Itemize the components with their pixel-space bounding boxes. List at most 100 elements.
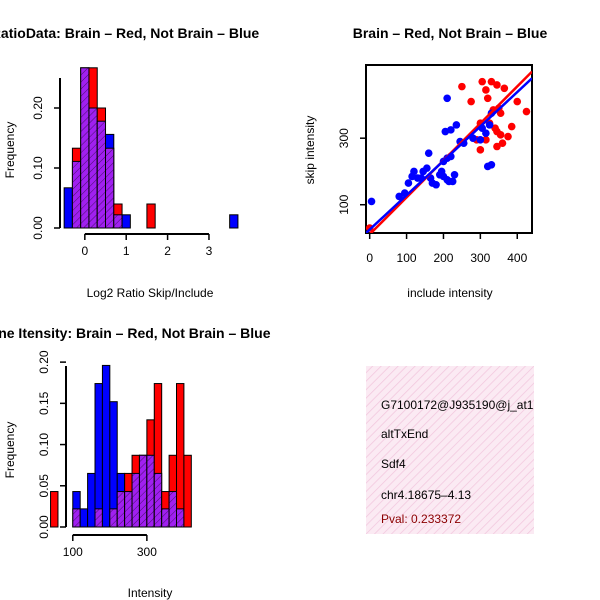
- not-brain-point: [487, 161, 496, 169]
- hist-overlap-hatch: [176, 508, 184, 527]
- brain-point: [487, 77, 496, 86]
- gene-intensity-x-axis: 100 300: [63, 534, 157, 559]
- not-brain-point: [424, 149, 433, 157]
- hist-overlap-hatch: [88, 108, 98, 228]
- brain-point: [496, 109, 505, 118]
- brain-point: [483, 94, 492, 103]
- hist-bar: [101, 364, 111, 528]
- not-brain-point: [423, 164, 431, 172]
- hist-overlap-hatch: [154, 473, 162, 527]
- brain-point: [458, 82, 466, 91]
- hist-overlap-hatch: [161, 508, 170, 527]
- hist-overlap-hatch: [80, 67, 89, 228]
- x-tick-label: 3: [206, 244, 213, 258]
- brain-point: [500, 84, 509, 93]
- not-brain-point: [482, 129, 490, 137]
- x-tick-label: 100: [397, 251, 417, 265]
- gene-intensity-title: Gene Itensity: Brain – Red, Not Brain – …: [0, 325, 271, 341]
- scatter-title: Brain – Red, Not Brain – Blue: [353, 25, 548, 41]
- ratio-x-label: Log2 Ratio Skip/Include: [87, 286, 214, 300]
- hist-overlap-hatch: [105, 148, 114, 228]
- hist-overlap-hatch: [109, 508, 118, 527]
- blue-fit-line: [366, 77, 532, 233]
- hist-bar: [109, 401, 118, 528]
- y-tick-label: 0.00: [37, 515, 51, 539]
- x-tick-label: 1: [123, 244, 130, 258]
- hist-bar: [121, 214, 131, 229]
- brain-point: [496, 131, 505, 139]
- brain-point: [522, 107, 531, 116]
- y-tick-label: 100: [337, 194, 351, 214]
- brain-point: [504, 132, 512, 141]
- not-brain-point: [452, 121, 461, 129]
- hist-overlap-hatch: [139, 455, 147, 527]
- hist-overlap-hatch: [113, 214, 123, 228]
- hist-bar: [176, 383, 185, 528]
- brain-point: [478, 77, 487, 86]
- brain-point: [482, 86, 490, 94]
- not-brain-point: [443, 94, 451, 103]
- brain-point: [513, 97, 522, 106]
- x-tick-label: 0: [81, 244, 88, 258]
- info-background: [366, 366, 534, 534]
- not-brain-point: [450, 170, 459, 179]
- not-brain-point: [404, 179, 413, 187]
- intensity-scatter: Brain – Red, Not Brain – Blue 0 100 200 300…: [303, 25, 547, 300]
- x-tick-label: 300: [137, 545, 157, 559]
- brain-point: [476, 146, 485, 154]
- y-tick-label: 0.10: [31, 156, 45, 180]
- gene-intensity-histogram: Gene Itensity: Brain – Red, Not Brain – …: [0, 325, 271, 600]
- gene-intensity-y-ticks: 0.00 0.05 0.10 0.15 0.20: [37, 350, 66, 539]
- hist-bar: [50, 491, 59, 528]
- y-tick-label: 0.10: [37, 433, 51, 457]
- info-gene-name: Sdf4: [381, 457, 406, 471]
- ratio-histogram: RatioData: Brain – Red, Not Brain – Blue…: [0, 25, 259, 300]
- brain-point: [467, 97, 475, 106]
- y-tick-label: 0.15: [37, 391, 51, 415]
- ratio-histogram-title: RatioData: Brain – Red, Not Brain – Blue: [0, 25, 259, 41]
- info-event-type: altTxEnd: [381, 427, 428, 441]
- hist-bar: [183, 454, 192, 528]
- hist-overlap-hatch: [97, 121, 106, 228]
- not-brain-point: [395, 192, 404, 201]
- scatter-fit-lines: [366, 70, 532, 233]
- scatter-y-label: skip intensity: [303, 116, 317, 185]
- info-pval: Pval: 0.233372: [381, 512, 461, 526]
- hist-overlap-hatch: [124, 491, 133, 527]
- not-brain-point: [410, 167, 418, 176]
- brain-point: [493, 81, 501, 89]
- ratio-y-ticks: 0.00 0.10 0.20: [31, 96, 60, 240]
- scatter-x-ticks: 0 100 200 300 400: [366, 233, 528, 265]
- y-tick-label: 0.00: [31, 216, 45, 240]
- scatter-frame: [365, 64, 533, 234]
- hist-overlap-hatch: [72, 508, 81, 527]
- brain-point: [498, 139, 507, 147]
- hist-bar: [146, 203, 156, 229]
- scatter-x-label: include intensity: [407, 286, 492, 300]
- brain-point: [493, 142, 501, 151]
- x-tick-label: 100: [63, 545, 83, 559]
- hist-overlap-hatch: [169, 491, 177, 527]
- hist-bar: [63, 187, 73, 229]
- not-brain-point: [448, 177, 457, 186]
- hist-bar: [79, 508, 89, 528]
- hist-bar: [87, 472, 96, 528]
- not-brain-point: [485, 121, 494, 129]
- y-tick-label: 0.20: [37, 350, 51, 374]
- ratio-histogram-bars: [63, 67, 239, 229]
- gene-intensity-bars: [50, 364, 192, 528]
- not-brain-point: [432, 180, 440, 189]
- x-tick-label: 2: [164, 244, 171, 258]
- hist-overlap-hatch: [72, 161, 81, 228]
- brain-point: [507, 122, 516, 131]
- hist-bar: [229, 214, 239, 229]
- gene-intensity-y-label: Frequency: [3, 422, 17, 479]
- y-tick-label: 300: [337, 128, 351, 148]
- hist-overlap-hatch: [95, 508, 103, 527]
- x-tick-label: 200: [433, 251, 453, 265]
- y-tick-label: 0.20: [31, 96, 45, 120]
- hist-overlap-hatch: [146, 455, 155, 527]
- ratio-x-axis: 0 1 2 3: [81, 233, 213, 258]
- not-brain-point: [476, 136, 485, 144]
